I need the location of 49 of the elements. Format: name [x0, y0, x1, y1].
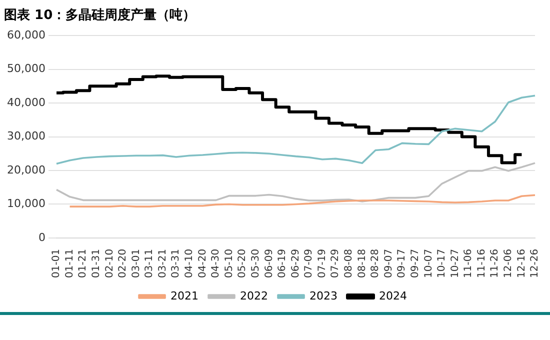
x-tick-label: 08-18 [356, 248, 368, 278]
x-tick-label: 05-30 [250, 248, 262, 278]
x-tick-label: 01-21 [78, 248, 89, 278]
chart-title: 图表 10：多晶硅周度产量（吨） [3, 6, 197, 25]
legend-label: 2021 [170, 289, 199, 302]
x-tick-label: 09-27 [410, 248, 421, 278]
x-tick-label: 11-16 [476, 248, 488, 278]
x-tick-label: 11-26 [490, 248, 501, 278]
x-tick-label: 04-30 [210, 248, 222, 278]
x-tick-label: 05-10 [224, 248, 235, 278]
x-tick-label: 10-27 [450, 248, 461, 278]
x-tick-label: 01-11 [64, 248, 76, 278]
x-tick-label: 12-06 [503, 248, 514, 278]
x-tick-label: 12-16 [516, 248, 528, 278]
x-tick-label: 06-29 [290, 248, 302, 278]
x-tick-label: 07-09 [304, 248, 315, 278]
y-tick-label: 30,000 [6, 130, 46, 143]
x-tick-label: 03-31 [170, 248, 182, 278]
x-tick-label: 06-09 [264, 248, 275, 278]
x-tick-label: 09-07 [383, 248, 394, 278]
x-tick-label: 10-17 [436, 248, 448, 278]
y-tick-label: 60,000 [6, 28, 46, 42]
x-tick-label: 02-20 [118, 248, 129, 278]
x-tick-label: 09-17 [396, 248, 408, 278]
x-tick-label: 04-10 [184, 248, 196, 278]
y-tick-label: 0 [38, 230, 46, 244]
x-tick-label: 03-11 [144, 248, 156, 278]
x-tick-label: 03-01 [130, 248, 142, 278]
x-tick-label: 08-28 [370, 248, 382, 278]
x-tick-label: 03-21 [157, 248, 168, 278]
x-tick-label: 07-19 [316, 248, 328, 278]
x-tick-label: 01-01 [51, 248, 62, 278]
y-tick-label: 50,000 [6, 62, 46, 76]
x-tick-label: 07-29 [330, 248, 342, 278]
legend-label: 2024 [378, 289, 407, 302]
y-tick-label: 40,000 [6, 96, 46, 109]
x-tick-label: 11-06 [463, 248, 474, 278]
y-tick-label: 10,000 [6, 197, 46, 210]
x-tick-label: 01-31 [90, 248, 102, 278]
legend-label: 2022 [240, 289, 268, 302]
x-tick-label: 05-20 [237, 248, 248, 278]
x-tick-label: 06-19 [277, 248, 288, 278]
x-tick-label: 08-08 [344, 248, 355, 278]
x-tick-label: 10-07 [423, 248, 434, 278]
legend-label: 2023 [310, 289, 338, 302]
y-tick-label: 20,000 [6, 163, 46, 176]
x-tick-label: 04-20 [197, 248, 208, 278]
x-tick-label: 12-26 [530, 248, 541, 278]
x-tick-label: 02-10 [104, 248, 116, 278]
